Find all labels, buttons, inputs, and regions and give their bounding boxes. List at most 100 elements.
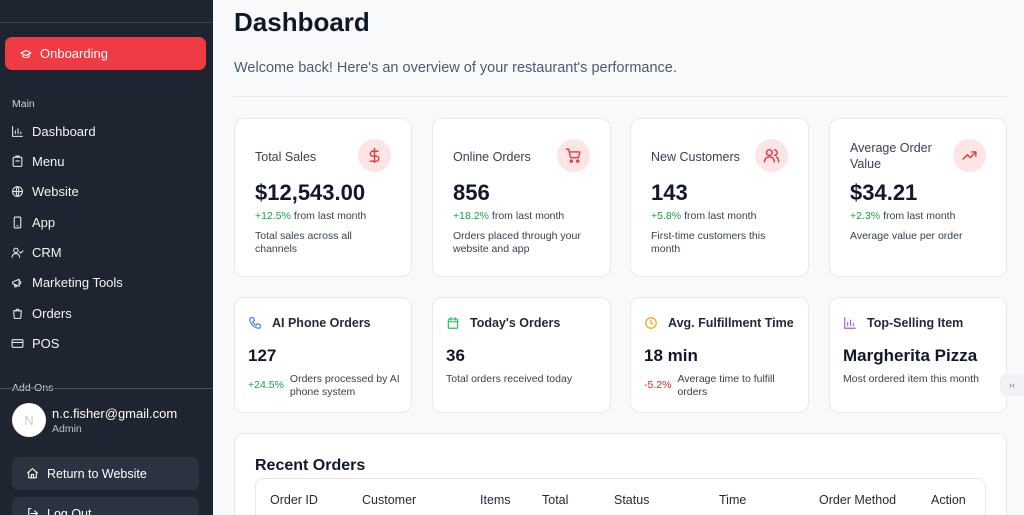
return-to-website-label: Return to Website xyxy=(47,466,147,481)
stat-icon-wrapper xyxy=(953,139,986,172)
dollar-icon xyxy=(369,147,380,164)
mini-card-value: Margherita Pizza xyxy=(843,346,978,365)
page-title: Dashboard xyxy=(234,7,370,37)
user-profile[interactable]: N n.c.fisher@gmail.com Admin xyxy=(12,403,177,437)
mini-card-header: AI Phone Orders xyxy=(248,316,371,330)
stat-label: Average Order Value xyxy=(850,141,932,171)
page-subtitle: Welcome back! Here's an overview of your… xyxy=(234,60,677,76)
stat-card-online-orders: Online Orders 856 +18.2% from last month … xyxy=(432,118,611,277)
mini-card-label: Today's Orders xyxy=(470,316,561,330)
stat-change: +12.5% from last month xyxy=(255,210,366,222)
sidebar-item-dashboard[interactable]: Dashboard xyxy=(11,122,96,140)
logout-button[interactable]: Log Out xyxy=(12,497,199,515)
mini-card-ai-phone-orders: AI Phone Orders 127 +24.5% Orders proces… xyxy=(234,297,412,413)
mini-card-footer: +24.5% Orders processed by AI phone syst… xyxy=(248,373,400,399)
mini-card-avg-fulfillment-time: Avg. Fulfillment Time 18 min -5.2% Avera… xyxy=(630,297,809,413)
stat-icon-wrapper xyxy=(358,139,391,172)
column-header-order-method[interactable]: Order Method xyxy=(819,493,897,507)
mini-card-description: Most ordered item this month xyxy=(843,373,979,385)
sidebar-item-label: Dashboard xyxy=(32,123,96,139)
mini-card-header: Avg. Fulfillment Time xyxy=(644,316,794,330)
sidebar-divider xyxy=(0,22,213,23)
mini-card-value: 36 xyxy=(446,346,465,365)
widget-handle[interactable]: ›‹ xyxy=(1000,374,1024,396)
mini-card-description: Orders processed by AI phone system xyxy=(289,373,400,398)
column-header-total[interactable]: Total xyxy=(542,493,569,507)
credit-card-icon xyxy=(11,338,24,348)
mini-card-footer: -5.2% Average time to fulfill orders xyxy=(644,373,787,399)
stat-icon-wrapper xyxy=(755,139,788,172)
stat-value: $12,543.00 xyxy=(255,180,366,205)
sidebar-item-menu[interactable]: Menu xyxy=(11,152,65,170)
bar-chart-icon xyxy=(12,125,23,137)
mini-card-change: +24.5% xyxy=(248,379,284,391)
sidebar-item-crm[interactable]: CRM xyxy=(11,243,62,261)
sidebar-item-website[interactable]: Website xyxy=(11,182,79,200)
clipboard-icon xyxy=(12,155,23,167)
globe-icon xyxy=(12,185,23,197)
sidebar-item-label: POS xyxy=(32,335,60,351)
sidebar-item-marketing-tools[interactable]: Marketing Tools xyxy=(11,273,123,291)
mini-card-label: Top-Selling Item xyxy=(867,316,964,330)
stat-change-percent: +5.8% xyxy=(651,210,682,222)
return-to-website-button[interactable]: Return to Website xyxy=(12,457,199,490)
mini-card-change: -5.2% xyxy=(644,379,672,391)
section-label-main: Main xyxy=(12,98,35,110)
mini-card-description: Average time to fulfill orders xyxy=(677,373,775,398)
sidebar-item-label: Orders xyxy=(32,305,72,321)
trending-up-icon xyxy=(962,151,977,160)
column-header-items[interactable]: Items xyxy=(480,493,511,507)
sidebar-item-label: Marketing Tools xyxy=(32,274,123,290)
stat-value: 143 xyxy=(651,180,688,205)
sidebar-item-label: Menu xyxy=(32,153,65,169)
stat-change-suffix: from last month xyxy=(491,210,565,222)
onboarding-button[interactable]: Onboarding xyxy=(5,37,206,70)
sidebar-item-app[interactable]: App xyxy=(11,213,55,231)
stat-description: Total sales across all channels xyxy=(255,230,352,255)
column-header-time[interactable]: Time xyxy=(719,493,747,507)
sidebar-item-orders[interactable]: Orders xyxy=(11,304,72,322)
stat-description: First-time customers this month xyxy=(651,230,766,255)
mini-card-header: Top-Selling Item xyxy=(843,316,963,330)
shopping-bag-icon xyxy=(13,308,22,319)
user-role: Admin xyxy=(52,422,82,435)
column-header-order-id[interactable]: Order ID xyxy=(270,493,318,507)
stat-value: 856 xyxy=(453,180,490,205)
onboarding-label: Onboarding xyxy=(40,46,108,61)
mini-card-footer: Most ordered item this month xyxy=(843,373,979,386)
graduation-cap-icon xyxy=(20,49,32,58)
users-icon xyxy=(763,149,780,163)
home-icon xyxy=(27,468,38,479)
stat-label: New Customers xyxy=(651,150,740,164)
stat-change: +18.2% from last month xyxy=(453,210,564,222)
mini-card-todays-orders: Today's Orders 36 Total orders received … xyxy=(432,297,611,413)
phone-icon xyxy=(249,317,261,329)
stat-card-average-order-value: Average Order Value $34.21 +2.3% from las… xyxy=(829,118,1007,277)
column-header-action[interactable]: Action xyxy=(931,493,966,507)
smartphone-icon xyxy=(13,216,22,228)
column-header-customer[interactable]: Customer xyxy=(362,493,417,507)
mini-card-value: 127 xyxy=(248,346,277,365)
mini-card-label: AI Phone Orders xyxy=(272,316,371,330)
user-email: n.c.fisher@gmail.com xyxy=(52,405,178,421)
column-header-status[interactable]: Status xyxy=(614,493,650,507)
stat-card-new-customers: New Customers 143 +5.8% from last month F… xyxy=(630,118,809,277)
sidebar-item-label: CRM xyxy=(32,244,62,260)
mini-card-top-selling-item: Top-Selling Item Margherita Pizza Most o… xyxy=(829,297,1007,413)
stat-change-percent: +12.5% xyxy=(255,210,291,222)
user-check-icon xyxy=(11,247,24,258)
avatar: N xyxy=(12,403,46,437)
calendar-icon xyxy=(447,317,459,329)
megaphone-icon xyxy=(12,278,22,287)
stat-label: Total Sales xyxy=(255,150,317,164)
sidebar-item-pos[interactable]: POS xyxy=(11,334,59,352)
stat-description: Average value per order xyxy=(850,230,963,242)
clock-icon xyxy=(645,317,657,329)
stat-change-suffix: from last month xyxy=(684,210,757,222)
stat-change-percent: +2.3% xyxy=(850,210,881,222)
logout-icon xyxy=(28,508,38,515)
logout-label: Log Out xyxy=(47,506,92,515)
stat-card-total-sales: Total Sales $12,543.00 +12.5% from last m… xyxy=(234,118,412,277)
sidebar-item-label: Website xyxy=(32,183,79,199)
recent-orders-title: Recent Orders xyxy=(255,457,366,474)
